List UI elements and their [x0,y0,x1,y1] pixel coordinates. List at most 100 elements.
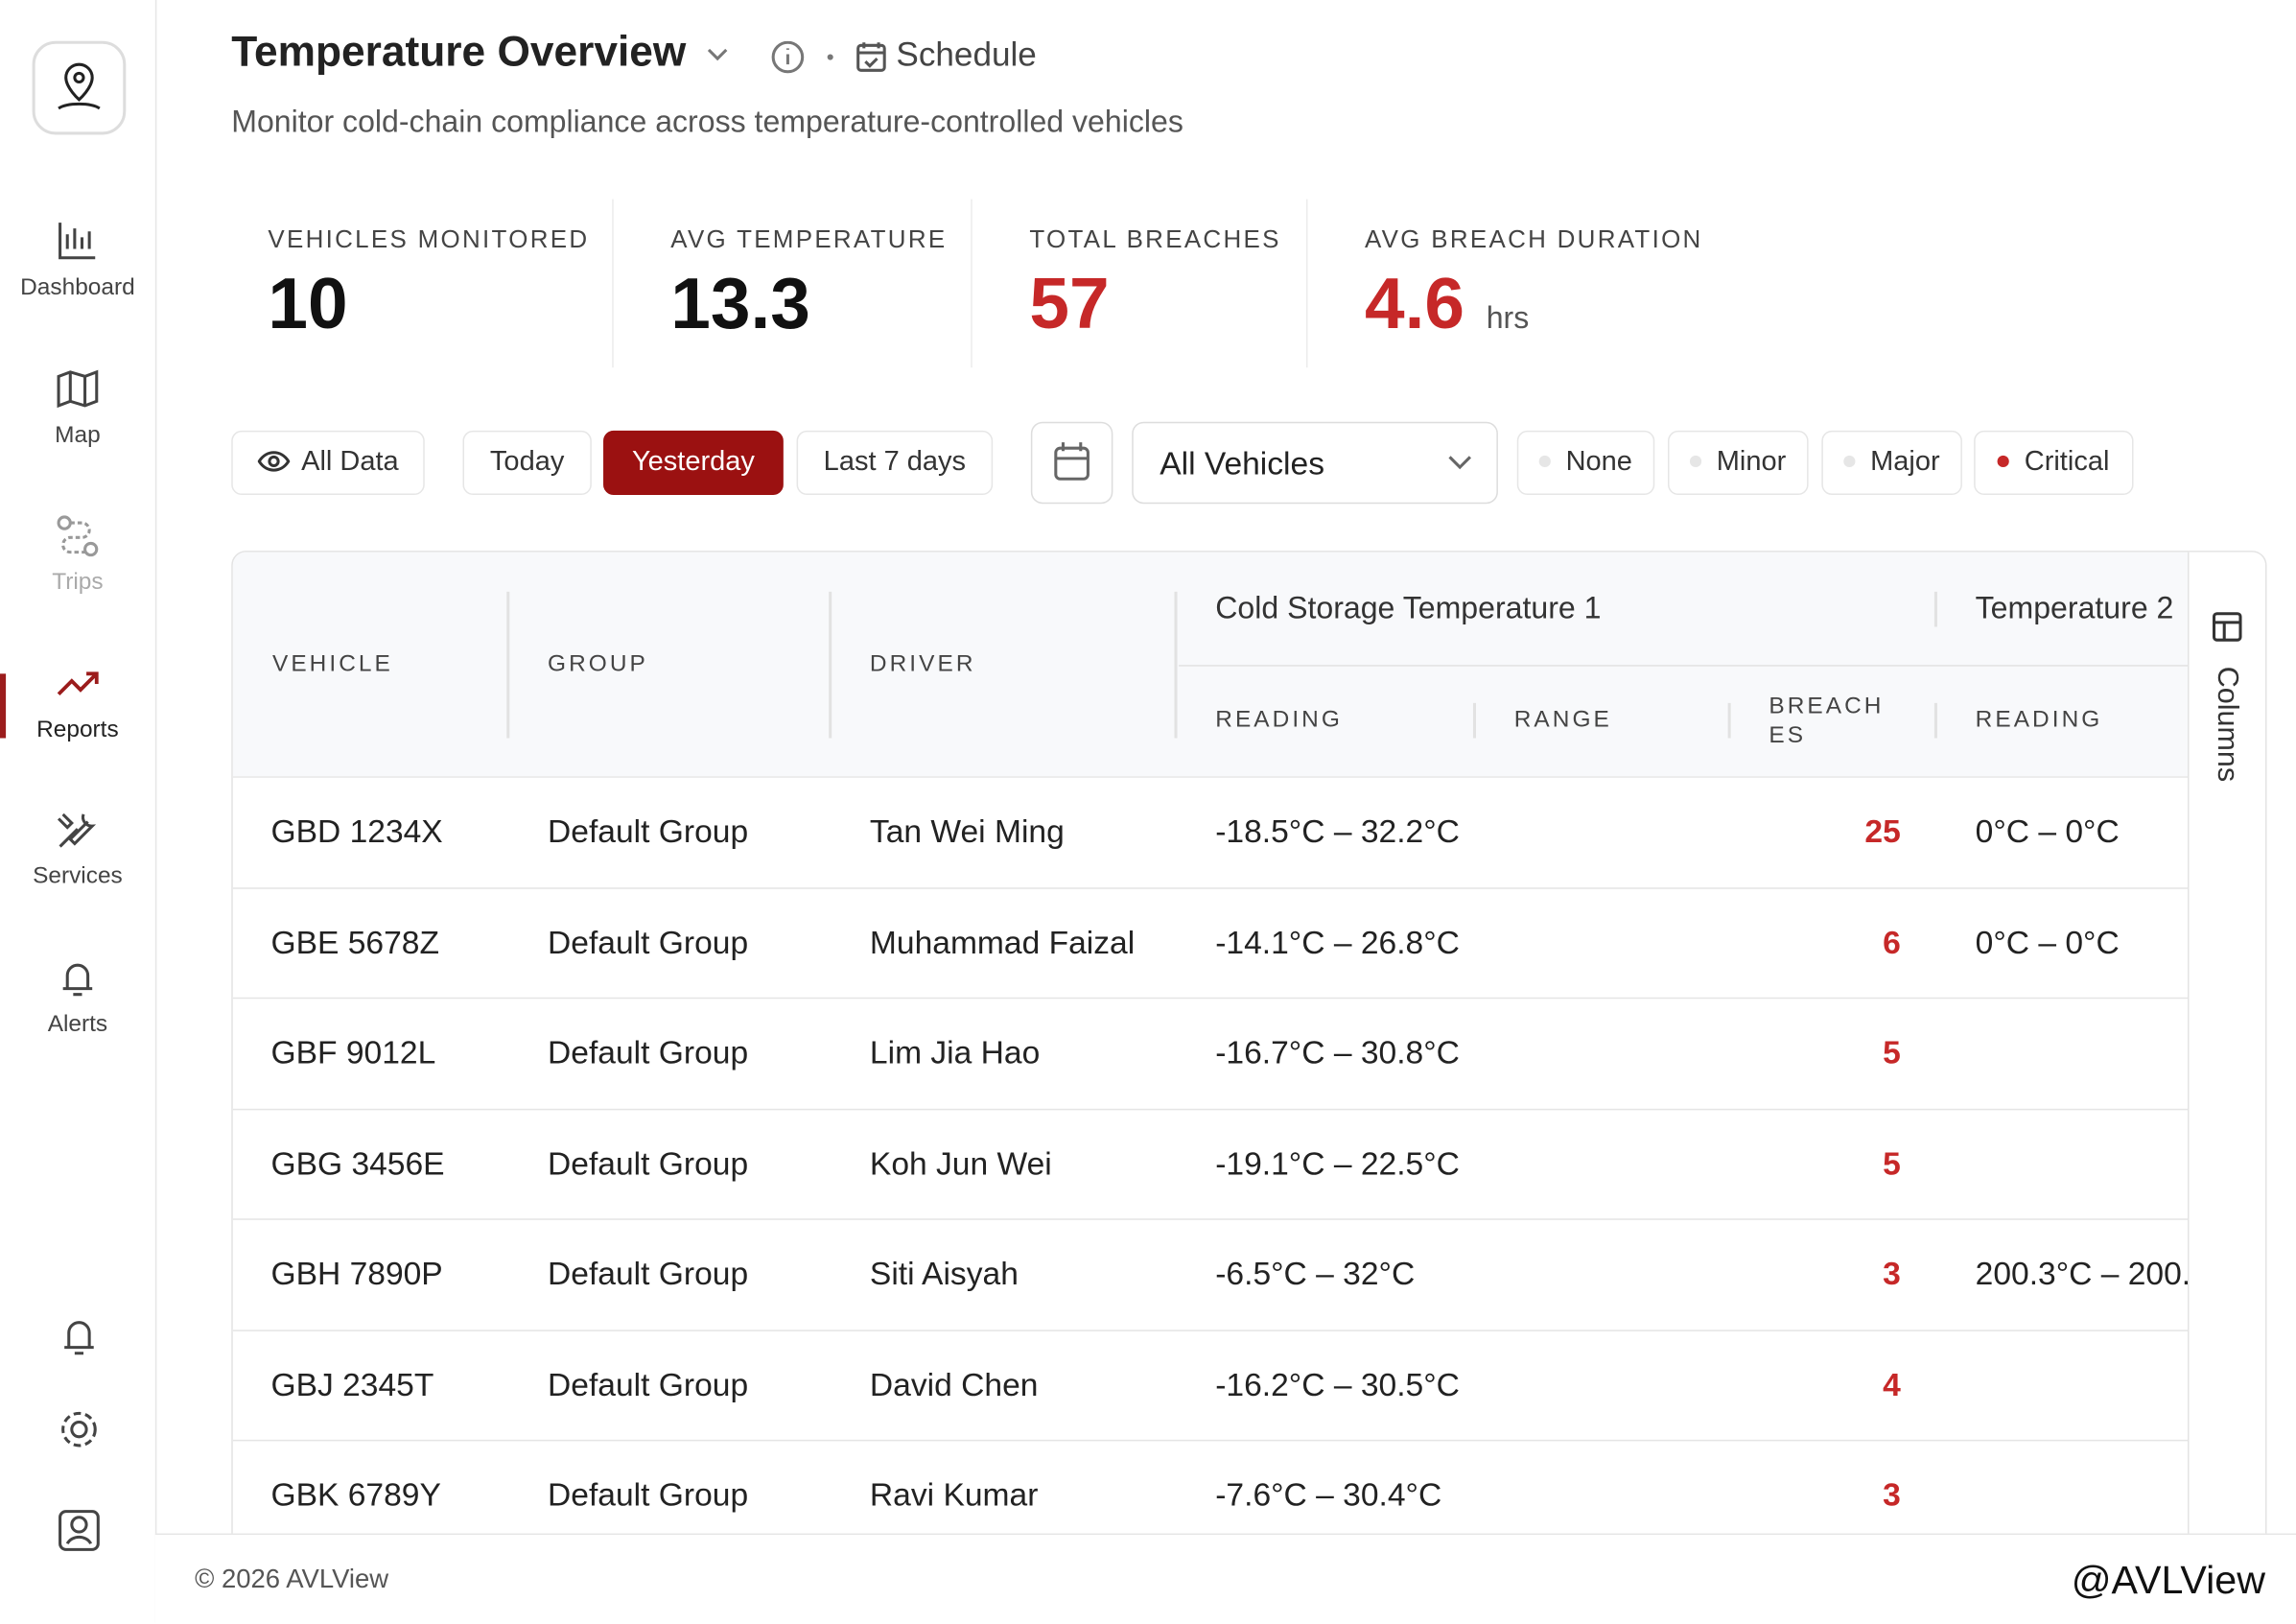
nav-item[interactable]: Dashboard [0,220,155,302]
reading-2: 0°C – 0°C [1975,812,2120,850]
severity-button[interactable]: Minor [1668,430,1809,496]
chevron [1448,456,1471,470]
driver-name: Ravi Kumar [869,1476,1039,1514]
stat-card: AVG TEMPERATURE 13.3 [612,199,972,368]
nav-icon [59,223,96,260]
nav-item[interactable]: Reports [0,661,155,743]
all-data-button[interactable]: All Data [231,430,425,496]
severity-button[interactable]: Major [1821,430,1962,496]
column-divider [1933,591,1937,627]
vehicle-id: GBE 5678Z [270,923,439,960]
calendar-button[interactable] [1030,421,1113,505]
nav-icon [57,368,99,408]
group-divider [1179,665,2189,667]
driver-name: Lim Jia Hao [869,1033,1041,1071]
table-row[interactable]: GBG 3456E Default Group Koh Jun Wei -19.1°C… [232,1108,2189,1219]
reading: -14.1°C – 26.8°C [1215,923,1460,960]
active-indicator [0,672,7,738]
reading: -6.5°C – 32°C [1215,1255,1416,1292]
header-driver[interactable]: DRIVER [869,651,976,677]
reading: -16.7°C – 30.8°C [1215,1033,1460,1071]
table-header: VEHICLE GROUP DRIVER Cold Storage Temperatu… [232,552,2189,777]
table-row[interactable]: GBH 7890P Default Group Siti Aisyah -6.5°C … [232,1218,2189,1330]
nav-label: Trips [52,569,104,595]
severity-label: Critical [2024,446,2110,478]
stat-label: TOTAL BREACHES [1029,225,1281,254]
breach-count: 3 [1883,1476,1901,1514]
reading: -16.2°C – 30.5°C [1215,1365,1460,1402]
column-divider [1174,591,1178,739]
group-name: Default Group [548,1476,749,1514]
table-row[interactable]: GBJ 2345T Default Group David Chen -16.2°C … [232,1329,2189,1441]
severity-button[interactable]: Critical [1974,430,2134,496]
nav-item[interactable]: Map [0,366,155,449]
calendar-icon [1054,442,1089,481]
breach-count: 6 [1883,923,1901,960]
nav-item[interactable]: Alerts [0,955,155,1038]
group-name: Default Group [548,1255,749,1292]
logo[interactable] [32,40,127,135]
column-divider [829,591,832,739]
nav-icon [62,962,93,996]
header-reading[interactable]: READING [1215,707,1343,733]
breach-count: 25 [1864,812,1901,850]
stat-card: AVG BREACH DURATION 4.6 hrs [1306,200,1728,368]
vehicle-id: GBK 6789Y [270,1476,441,1514]
header-sensor2: Temperature 2 [1975,591,2174,625]
stat-label: VEHICLES MONITORED [268,225,590,254]
table-row[interactable]: GBD 1234X Default Group Tan Wei Ming -18.5°… [232,776,2189,887]
stat-value: 57 [1029,265,1110,344]
column-divider [506,591,510,739]
table-row[interactable]: GBE 5678Z Default Group Muhammad Faizal -14… [232,886,2189,998]
table-row[interactable]: GBK 6789Y Default Group Ravi Kumar -7.6°C –… [232,1439,2189,1551]
severity-label: Minor [1716,446,1787,478]
stat-label: AVG TEMPERATURE [670,225,948,254]
stat-value: 4.6 [1364,265,1464,344]
breach-count: 5 [1883,1144,1901,1182]
stat-unit: hrs [1486,301,1530,336]
columns-toggle[interactable]: Columns [2188,552,2265,1578]
group-name: Default Group [548,1033,749,1071]
columns-icon [2212,612,2242,642]
nav-icon [57,515,99,557]
column-divider [1933,702,1937,739]
driver-name: Siti Aisyah [869,1255,1019,1292]
header-range[interactable]: RANGE [1513,707,1612,733]
vehicle-select-label: All Vehicles [1160,445,1325,482]
header-vehicle[interactable]: VEHICLE [271,651,393,677]
driver-name: David Chen [869,1365,1039,1402]
stat-card: TOTAL BREACHES 57 [971,199,1308,368]
schedule-link[interactable]: Schedule [896,35,1037,74]
reading: -18.5°C – 32.2°C [1215,812,1460,850]
header-sensor1: Cold Storage Temperature 1 [1215,591,1602,625]
data-table: VEHICLE GROUP DRIVER Cold Storage Temperatu… [231,551,2267,1579]
columns-label: Columns [2211,666,2244,783]
nav-icon [57,812,97,848]
severity-dot [1690,455,1702,468]
period-button[interactable]: Today [462,430,592,496]
header-group[interactable]: GROUP [548,651,648,677]
header-reading-2[interactable]: READING [1975,707,2103,733]
stat-value: 13.3 [670,265,810,344]
severity-button[interactable]: None [1516,430,1655,496]
severity-dot [1998,455,2010,468]
group-name: Default Group [548,1365,749,1402]
table-row[interactable]: GBF 9012L Default Group Lim Jia Hao -16.7°C… [232,997,2189,1109]
stat-value: 10 [268,265,348,344]
vehicle-id: GBH 7890P [270,1255,443,1292]
severity-label: Major [1870,446,1940,478]
header-breaches[interactable]: BREACHES [1769,694,1885,749]
nav-label: Services [33,863,123,889]
table-body: GBD 1234X Default Group Tan Wei Ming -18.5°… [232,776,2189,1577]
nav-item[interactable]: Trips [0,514,155,597]
sidebar: Dashboard Map Trips Reports Services Alerts [0,0,157,1623]
vehicle-select[interactable]: All Vehicles [1132,421,1498,505]
bottom-icons[interactable] [56,1312,103,1562]
period-button[interactable]: Last 7 days [796,430,994,496]
nav-item[interactable]: Services [0,809,155,891]
driver-name: Tan Wei Ming [869,812,1065,850]
watermark: @AVLView [2071,1558,2265,1603]
period-button[interactable]: Yesterday [603,430,784,496]
